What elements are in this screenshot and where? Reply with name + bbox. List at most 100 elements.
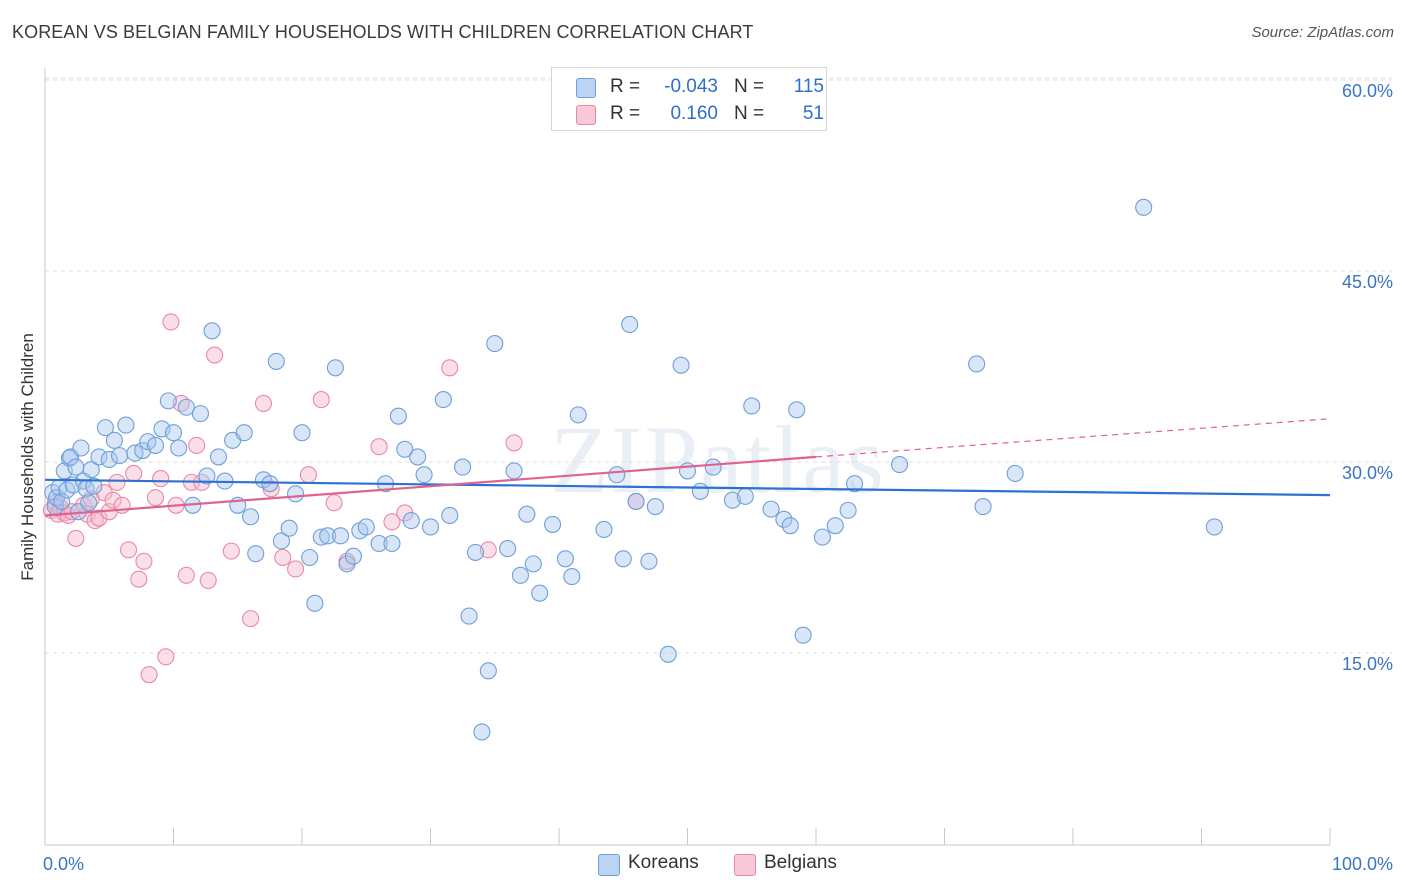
belgian-r-label: R = — [610, 103, 641, 124]
belgian-trend-extension — [815, 418, 1331, 458]
korean-point — [473, 723, 491, 741]
korean-point — [794, 626, 812, 644]
korean-point — [968, 355, 986, 373]
belgian-point — [90, 509, 108, 527]
belgian-point — [325, 494, 343, 512]
korean-point — [723, 491, 742, 509]
belgian-point — [254, 394, 273, 412]
korean-point — [627, 492, 645, 511]
korean-point — [198, 467, 216, 485]
korean-point — [326, 359, 344, 377]
belgian-point — [177, 566, 195, 584]
y-tick-label: 15.0% — [1342, 654, 1393, 674]
korean-point — [890, 455, 909, 474]
korean-point — [164, 424, 183, 442]
chart-title: KOREAN VS BELGIAN FAMILY HOUSEHOLDS WITH… — [12, 22, 754, 42]
belgian-point — [188, 436, 206, 454]
korean-n-label: N = — [734, 76, 765, 97]
korean-point — [460, 607, 478, 625]
korean-point — [177, 398, 195, 416]
korean-point — [170, 439, 188, 457]
korean-point — [96, 419, 114, 437]
korean-point — [82, 461, 100, 479]
korean-point — [370, 534, 388, 553]
korean-point — [146, 436, 165, 454]
belgian-n-value: 51 — [802, 103, 824, 124]
korean-point — [191, 405, 210, 423]
korean-point — [402, 512, 420, 530]
belgian-point — [206, 346, 224, 364]
korean-point — [272, 532, 290, 550]
korean-point — [621, 315, 639, 334]
korean-point — [280, 519, 298, 537]
korean-point — [306, 594, 324, 612]
korean-point — [762, 500, 780, 518]
stats-legend: R = -0.043 N = 115 R = 0.160 N = 51 — [551, 67, 827, 131]
korean-point — [409, 448, 427, 466]
korean-point — [139, 433, 157, 451]
korean-point — [105, 431, 123, 449]
belgian-point — [140, 666, 158, 684]
korean-point — [247, 545, 265, 563]
bottom-korean-swatch — [598, 854, 620, 876]
korean-point — [466, 543, 485, 561]
korean-point — [454, 458, 472, 476]
y-tick-label: 60.0% — [1342, 81, 1393, 101]
belgian-point — [222, 542, 240, 560]
korean-point — [839, 501, 857, 519]
korean-point — [640, 552, 658, 570]
korean-point — [1006, 464, 1024, 483]
korean-point — [235, 424, 253, 442]
korean-point — [974, 498, 992, 516]
korean-point — [267, 352, 285, 370]
belgian-point — [157, 648, 175, 666]
korean-point — [1205, 518, 1223, 536]
korean-point — [312, 528, 330, 546]
belgian-point — [287, 560, 305, 578]
y-tick-label: 30.0% — [1342, 463, 1393, 483]
korean-point — [614, 550, 632, 568]
watermark: ZIPatlas — [550, 406, 886, 513]
korean-point — [389, 407, 407, 425]
korean-point — [672, 356, 690, 374]
korean-r-value: -0.043 — [664, 76, 718, 97]
belgian-point — [383, 513, 401, 531]
korean-point — [396, 440, 414, 458]
korean-point — [826, 517, 844, 535]
korean-point — [319, 527, 337, 545]
korean-point — [736, 487, 754, 505]
korean-point — [100, 450, 118, 469]
korean-point — [544, 515, 562, 533]
belgian-point — [274, 548, 292, 567]
korean-point — [499, 540, 517, 558]
korean-point — [704, 458, 722, 476]
belgian-point — [119, 541, 138, 559]
belgian-point — [146, 489, 165, 507]
korean-point — [775, 510, 793, 528]
korean-point — [331, 527, 350, 545]
korean-points — [44, 198, 1223, 741]
korean-point — [80, 494, 98, 512]
korean-point — [524, 555, 542, 573]
korean-point — [813, 528, 831, 546]
belgian-point — [152, 470, 170, 488]
korean-point — [203, 322, 221, 340]
belgian-point — [130, 570, 148, 588]
bottom-belgian-swatch — [734, 854, 756, 876]
tick-labels: 15.0% 30.0% 45.0% 60.0% 0.0% 100.0% — [43, 81, 1393, 874]
korean-n-value: 115 — [793, 76, 824, 97]
korean-point — [518, 505, 536, 523]
belgian-n-label: N = — [734, 103, 765, 124]
korean-point — [479, 662, 497, 680]
belgian-point — [67, 529, 85, 547]
korean-trend-line — [44, 478, 1331, 497]
korean-point — [659, 645, 677, 663]
korean-point — [788, 401, 806, 419]
grid — [45, 77, 1392, 654]
korean-r-label: R = — [610, 76, 641, 97]
korean-point — [117, 416, 135, 434]
korean-point — [287, 485, 305, 503]
korean-point — [845, 475, 864, 493]
korean-point — [85, 477, 103, 495]
belgian-point — [505, 434, 523, 452]
